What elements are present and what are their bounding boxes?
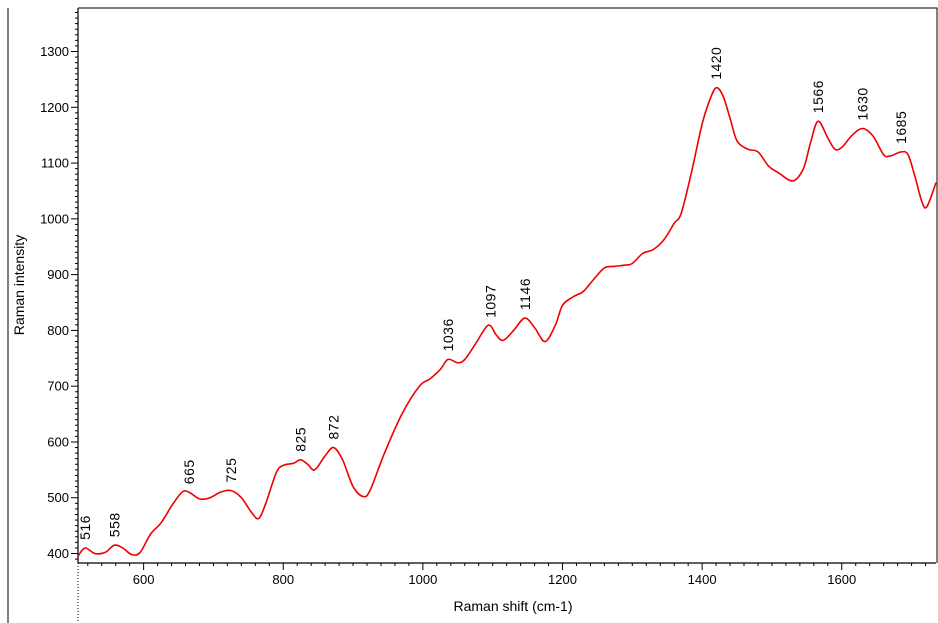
y-tick-label: 1300	[40, 44, 69, 59]
y-tick-label: 700	[47, 379, 69, 394]
plot-area: 400 500 600 700 800 900 1000 1100 1200 1300 600 800…	[7, 7, 938, 623]
y-axis-title: Raman intensity	[11, 235, 27, 335]
peak-label: 1685	[893, 111, 909, 144]
y-tick-label: 400	[47, 546, 69, 561]
chart-frame	[78, 7, 938, 563]
x-tick-label: 1000	[408, 572, 437, 587]
peak-label: 558	[106, 512, 122, 537]
peak-label: 1420	[708, 47, 724, 80]
peak-label: 516	[77, 515, 93, 540]
y-tick-label: 500	[47, 490, 69, 505]
x-tick-label: 1400	[688, 572, 717, 587]
peak-label: 665	[181, 459, 197, 484]
peak-label: 1097	[483, 285, 499, 318]
x-tick-label: 600	[133, 572, 155, 587]
peak-label: 825	[293, 427, 309, 452]
y-tick-label: 900	[47, 267, 69, 282]
y-tick-label: 1100	[41, 156, 69, 171]
y-tick-label: 1200	[40, 100, 69, 115]
y-tick-label: 600	[47, 434, 69, 449]
x-tick-label: 1200	[548, 572, 577, 587]
x-tick-label: 800	[272, 572, 294, 587]
x-tick-label: 1600	[827, 572, 856, 587]
peak-label: 1146	[517, 278, 533, 310]
peak-label: 1630	[855, 87, 871, 120]
peak-label: 1566	[810, 80, 826, 113]
peak-label: 725	[223, 458, 239, 483]
spectrum-line	[77, 86, 937, 557]
y-tick-label: 800	[47, 323, 69, 338]
y-tick-label: 1000	[40, 211, 69, 226]
x-axis-title: Raman shift (cm-1)	[453, 598, 572, 614]
peak-label: 872	[326, 415, 342, 440]
peak-label: 1036	[440, 318, 456, 351]
